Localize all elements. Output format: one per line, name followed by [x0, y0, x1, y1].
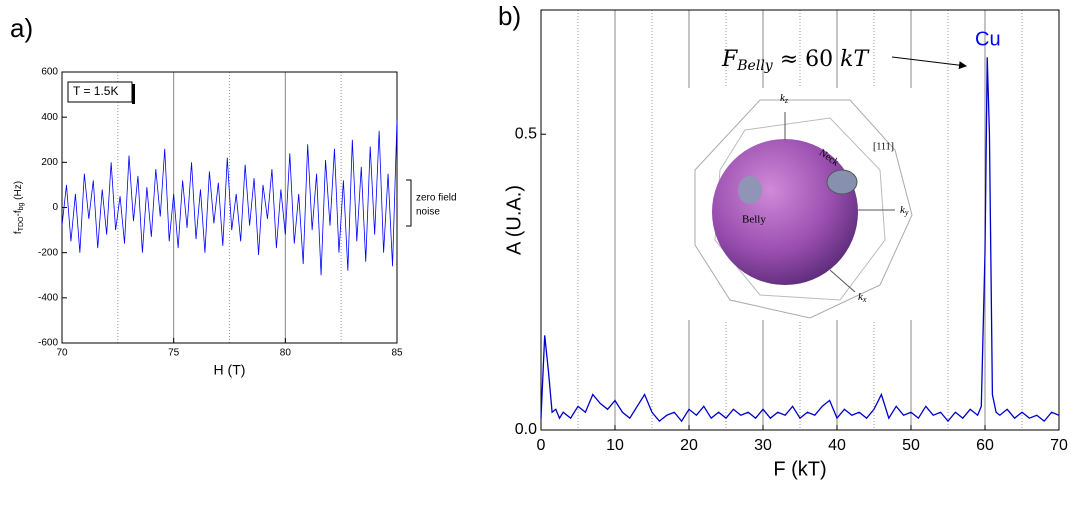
- inset-label: ky: [900, 204, 909, 217]
- x-tick-label: 85: [391, 348, 403, 359]
- axis-line: [829, 269, 856, 293]
- plot-frame: [61, 71, 398, 344]
- x-tick-label: 70: [1050, 437, 1068, 454]
- y-axis-label-part: f: [13, 231, 24, 234]
- y-axis-label-part: (Hz): [13, 181, 24, 203]
- x-tick-label: 30: [754, 437, 772, 454]
- bracket: [406, 179, 412, 227]
- annotation: FBelly ≈ 60 kT: [721, 47, 870, 74]
- brillouin-zone: [694, 99, 913, 319]
- inset-label: Belly: [742, 214, 766, 226]
- y-tick-label: 400: [41, 112, 58, 123]
- x-tick-label: 80: [280, 348, 292, 359]
- neck: [738, 176, 762, 204]
- y-axis-label-part: bg: [18, 203, 25, 211]
- annotation-shadow: [132, 84, 135, 104]
- y-tick-label: 0.0: [515, 421, 537, 438]
- data-line: [540, 57, 1060, 423]
- inset-label: kz: [780, 92, 789, 105]
- panel-label: a): [10, 13, 33, 43]
- plot-frame: [540, 9, 1060, 431]
- y-tick-label: -400: [38, 292, 58, 303]
- inset-label: [111]: [873, 141, 894, 152]
- x-tick-label: 0: [537, 437, 546, 454]
- x-tick-label: 50: [902, 437, 920, 454]
- y-axis-label: fTDO-fbg (Hz): [13, 181, 25, 234]
- x-axis-label: H (T): [214, 362, 246, 378]
- y-axis-label-part: TDO: [18, 216, 25, 231]
- y-tick-label: 600: [41, 67, 58, 78]
- y-tick-label: -600: [38, 338, 58, 349]
- y-tick-label: 200: [41, 157, 58, 168]
- annotation: T = 1.5K: [73, 84, 118, 98]
- y-tick-label: -200: [38, 247, 58, 258]
- annotation: zero field: [416, 193, 457, 204]
- y-tick-label: 0: [52, 202, 58, 213]
- annotation: noise: [416, 207, 440, 218]
- x-axis-label: F (kT): [773, 458, 826, 480]
- y-tick-label: 0.5: [515, 125, 537, 142]
- x-tick-label: 40: [828, 437, 846, 454]
- y-axis-label-part: -f: [13, 210, 24, 216]
- x-tick-label: 10: [606, 437, 624, 454]
- fermi-surface-inset: kz ky kx Neck Belly [111]: [688, 88, 913, 320]
- fermi-sphere: [712, 139, 858, 285]
- x-tick-label: 20: [680, 437, 698, 454]
- y-axis-label: A (U.A.): [503, 185, 525, 255]
- neck: [826, 169, 858, 195]
- x-tick-label: 60: [976, 437, 994, 454]
- data-line: [61, 119, 398, 276]
- arrow: [891, 56, 967, 70]
- x-tick-label: 75: [168, 348, 180, 359]
- panel-label: b): [498, 1, 521, 31]
- x-tick-label: 70: [56, 348, 68, 359]
- annotation: Cu: [975, 28, 1001, 50]
- inset-label: kx: [858, 291, 867, 304]
